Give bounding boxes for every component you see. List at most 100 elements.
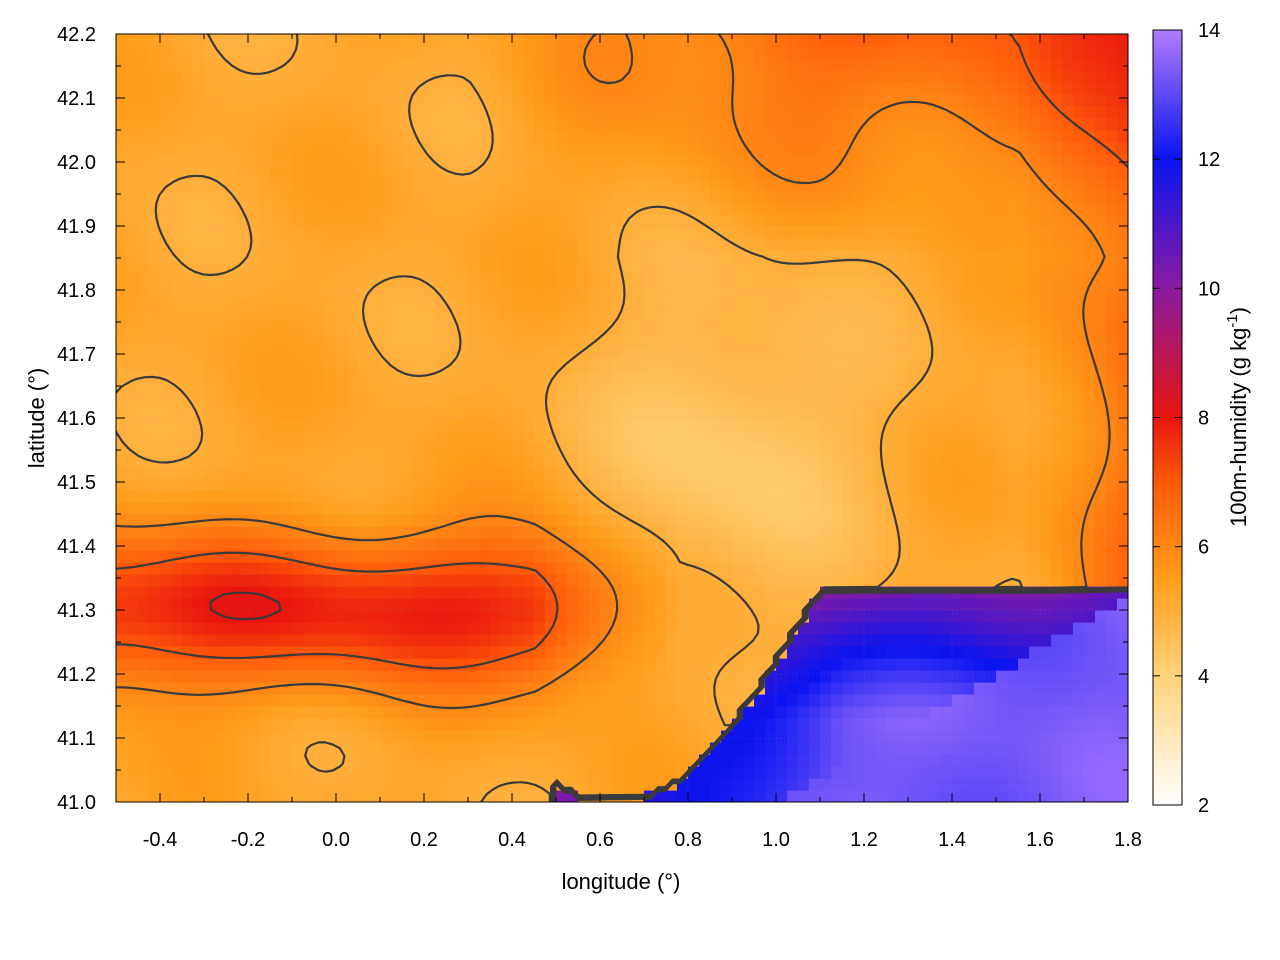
heatmap-cell [380, 694, 392, 707]
heatmap-cell [501, 370, 513, 383]
heatmap-cell [864, 526, 876, 539]
heatmap-cell [237, 538, 249, 551]
heatmap-cell [831, 46, 843, 59]
heatmap-cell [413, 394, 425, 407]
heatmap-cell [897, 574, 909, 587]
heatmap-cell [655, 610, 667, 623]
heatmap-cell [226, 406, 238, 419]
heatmap-cell [765, 46, 777, 59]
heatmap-cell [237, 370, 249, 383]
heatmap-cell [655, 514, 667, 527]
heatmap-cell [292, 70, 304, 83]
heatmap-cell [479, 94, 491, 107]
heatmap-cell [204, 166, 216, 179]
heatmap-cell [897, 538, 909, 551]
heatmap-cell [325, 490, 337, 503]
heatmap-cell [545, 694, 557, 707]
heatmap-cell [127, 634, 139, 647]
heatmap-cell [743, 682, 755, 695]
heatmap-cell [270, 346, 282, 359]
heatmap-cell [677, 70, 689, 83]
heatmap-cell [633, 346, 645, 359]
heatmap-cell [171, 430, 183, 443]
heatmap-cell [622, 550, 634, 563]
heatmap-cell [347, 490, 359, 503]
heatmap-cell [578, 214, 590, 227]
heatmap-cell [875, 694, 887, 707]
heatmap-cell [853, 766, 865, 779]
heatmap-cell [127, 394, 139, 407]
heatmap-cell [952, 454, 964, 467]
heatmap-cell [831, 430, 843, 443]
heatmap-cell [556, 442, 568, 455]
heatmap-cell [787, 682, 799, 695]
heatmap-cell [963, 442, 975, 455]
heatmap-cell [699, 322, 711, 335]
heatmap-cell [743, 382, 755, 395]
heatmap-cell [116, 622, 128, 635]
heatmap-cell [644, 430, 656, 443]
heatmap-cell [963, 394, 975, 407]
heatmap-cell [369, 226, 381, 239]
heatmap-cell [160, 442, 172, 455]
heatmap-cell [446, 730, 458, 743]
heatmap-cell [127, 262, 139, 275]
heatmap-cell [116, 766, 128, 779]
heatmap-cell [149, 730, 161, 743]
heatmap-cell [809, 286, 821, 299]
heatmap-cell [655, 214, 667, 227]
heatmap-cell [545, 178, 557, 191]
heatmap-cell [160, 46, 172, 59]
heatmap-cell [116, 610, 128, 623]
heatmap-cell [171, 46, 183, 59]
heatmap-cell [215, 34, 227, 47]
heatmap-cell [721, 418, 733, 431]
heatmap-cell [622, 646, 634, 659]
heatmap-cell [468, 394, 480, 407]
heatmap-cell [941, 130, 953, 143]
heatmap-cell [908, 454, 920, 467]
heatmap-cell [314, 538, 326, 551]
heatmap-cell [743, 46, 755, 59]
heatmap-cell [347, 538, 359, 551]
heatmap-cell [853, 334, 865, 347]
heatmap-cell [655, 154, 667, 167]
heatmap-cell [127, 646, 139, 659]
heatmap-cell [380, 742, 392, 755]
heatmap-cell [798, 130, 810, 143]
heatmap-cell [292, 682, 304, 695]
heatmap-cell [919, 502, 931, 515]
heatmap-cell [644, 598, 656, 611]
heatmap-cell [380, 202, 392, 215]
heatmap-cell [127, 514, 139, 527]
heatmap-cell [842, 694, 854, 707]
heatmap-cell [732, 490, 744, 503]
heatmap-cell [677, 262, 689, 275]
heatmap-cell [776, 310, 788, 323]
heatmap-cell [512, 190, 524, 203]
heatmap-cell [116, 754, 128, 767]
heatmap-cell [776, 526, 788, 539]
heatmap-cell [138, 766, 150, 779]
heatmap-cell [446, 106, 458, 119]
heatmap-cell [237, 562, 249, 575]
heatmap-cell [248, 778, 260, 791]
heatmap-cell [358, 94, 370, 107]
heatmap-cell [193, 790, 205, 802]
heatmap-cell [688, 610, 700, 623]
heatmap-cell [699, 214, 711, 227]
heatmap-cell [259, 358, 271, 371]
heatmap-cell [677, 634, 689, 647]
heatmap-cell [380, 670, 392, 683]
heatmap-cell [655, 226, 667, 239]
heatmap-cell [413, 142, 425, 155]
heatmap-cell [149, 574, 161, 587]
heatmap-cell [149, 94, 161, 107]
heatmap-cell [677, 298, 689, 311]
heatmap-cell [710, 538, 722, 551]
heatmap-cell [347, 610, 359, 623]
heatmap-cell [941, 34, 953, 47]
heatmap-cell [512, 538, 524, 551]
heatmap-cell [688, 526, 700, 539]
heatmap-cell [930, 418, 942, 431]
